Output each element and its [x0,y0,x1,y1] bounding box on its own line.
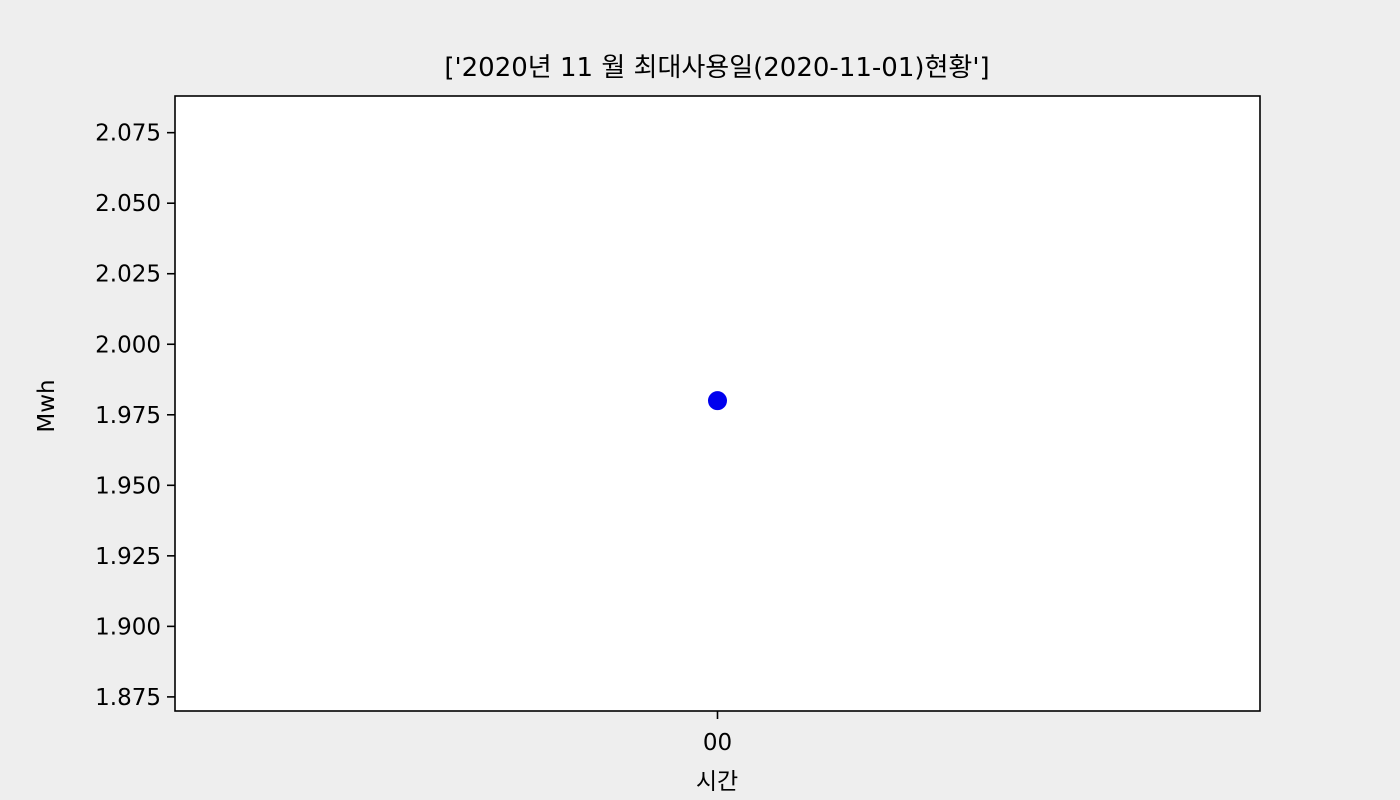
y-tick-label: 1.925 [95,544,161,570]
y-tick-label: 1.900 [95,614,161,640]
plot-frame [174,95,1261,712]
y-tick-label: 1.975 [95,403,161,429]
x-axis-label: 시간 [696,769,738,795]
y-tick-label: 1.875 [95,685,161,711]
data-points [708,391,727,411]
y-tick-label: 2.075 [95,121,161,147]
y-tick-label: 2.050 [95,191,161,217]
x-axis: 00 [703,711,732,756]
chart-title: ['2020년 11 월 최대사용일(2020-11-01)현황'] [444,53,989,83]
y-tick-label: 2.000 [95,332,161,358]
x-tick-label: 00 [703,730,732,756]
y-axis: 1.875 1.900 1.925 1.950 1.975 2.000 2.025 2.050… [95,121,175,711]
y-tick-label: 1.950 [95,473,161,499]
y-tick-label: 2.025 [95,262,161,288]
y-axis-label: Mwh [34,379,60,432]
data-point [708,391,727,411]
